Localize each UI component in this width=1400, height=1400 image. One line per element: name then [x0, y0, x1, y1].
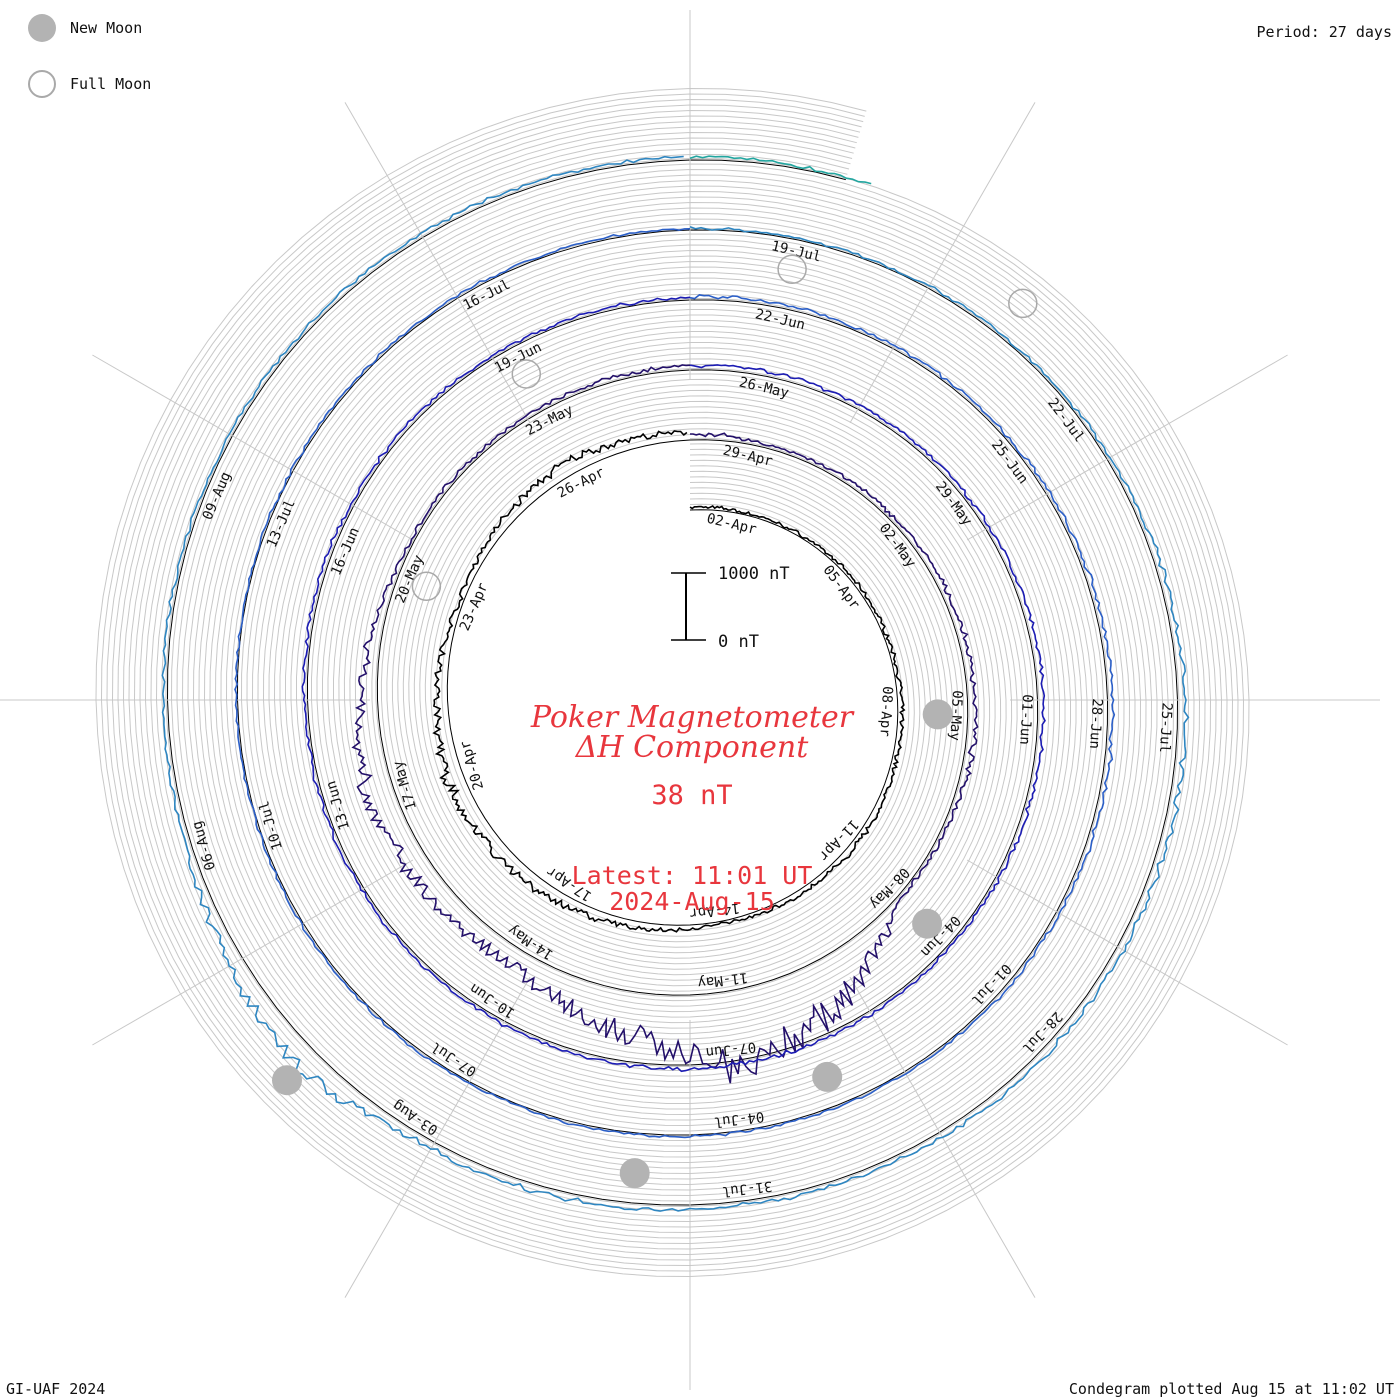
date-label: 14-Apr — [689, 899, 741, 921]
grid-ring — [122, 115, 1223, 1250]
date-label: 17-May — [390, 759, 420, 812]
date-label: 09-Aug — [200, 470, 235, 523]
full-moon-marker — [411, 571, 442, 602]
grid-ring — [117, 109, 1228, 1256]
date-label: 11-May — [697, 969, 749, 991]
date-label: 31-Jul — [721, 1178, 773, 1200]
full-moon-marker — [777, 254, 807, 285]
scale-bottom-label: 0 nT — [718, 632, 759, 652]
date-label: 20-Apr — [457, 739, 487, 792]
trace-turn — [351, 364, 979, 1084]
grid-spokes — [0, 10, 1380, 1390]
scale-bar: 1000 nT 0 nT — [671, 564, 790, 652]
grid-ring — [139, 131, 1206, 1234]
date-label: 13-Jun — [323, 779, 353, 832]
grid-ring — [144, 137, 1201, 1228]
date-label: 25-Jul — [1156, 702, 1175, 753]
new-moon-marker — [912, 908, 943, 939]
footer-plot-time: Condegram plotted Aug 15 at 11:02 UT — [1068, 1380, 1394, 1398]
chart-subtitle: ΔH Component — [575, 730, 809, 765]
new-moon-icon — [28, 14, 56, 42]
baseline-spiral — [166, 159, 1179, 1206]
chart-title: Poker Magnetometer — [530, 700, 855, 735]
date-label: 10-Jul — [256, 799, 286, 852]
moon-markers — [272, 254, 1038, 1189]
date-label: 08-Apr — [876, 686, 895, 737]
date-label: 05-May — [946, 690, 965, 741]
grid-ring — [161, 153, 1184, 1212]
grid-ring — [111, 104, 1234, 1261]
legend-full-moon-label: Full Moon — [70, 75, 152, 93]
grid-spoke — [92, 354, 414, 541]
date-label: 06-Aug — [189, 819, 219, 872]
grid-rings — [95, 87, 1250, 1278]
date-label: 13-Jul — [264, 497, 299, 550]
current-value: 38 nT — [651, 780, 732, 811]
date-label: 07-Jun — [705, 1038, 757, 1060]
new-moon-marker — [922, 699, 953, 730]
grid-spoke — [966, 859, 1288, 1046]
full-moon-icon — [28, 70, 56, 98]
grid-spoke — [966, 354, 1288, 541]
legend-new-moon-label: New Moon — [70, 19, 143, 37]
grid-spoke — [344, 976, 531, 1298]
trace-turn — [432, 430, 906, 933]
trace-turn — [161, 155, 1190, 1212]
grid-ring — [100, 93, 1245, 1272]
date-label: 04-Jul — [713, 1108, 765, 1130]
scale-top-label: 1000 nT — [718, 564, 790, 584]
data-trace — [161, 155, 1190, 1212]
latest-time: Latest: 11:01 UT — [572, 861, 813, 890]
date-label: 20-May — [393, 553, 428, 606]
grid-ring — [150, 142, 1195, 1223]
grid-ring — [133, 126, 1212, 1239]
latest-date: 2024-Aug-15 — [609, 887, 775, 916]
full-moon-marker — [1008, 288, 1038, 319]
grid-ring — [155, 148, 1190, 1217]
full-moon-marker — [511, 359, 542, 389]
trace-turn — [301, 296, 1046, 1073]
date-label: 26-Apr — [555, 464, 607, 501]
date-label: 16-Jun — [328, 525, 363, 578]
grid-ring — [128, 120, 1217, 1245]
date-label: 01-Jun — [1016, 694, 1035, 745]
new-moon-marker — [812, 1061, 843, 1092]
legend-full-moon: Full Moon — [28, 70, 151, 98]
trace-turn — [689, 155, 872, 185]
grid-spoke — [849, 102, 1036, 424]
grid-spoke — [92, 859, 414, 1046]
new-moon-marker — [272, 1065, 302, 1096]
footer-credit: GI-UAF 2024 — [6, 1380, 106, 1398]
legend-new-moon: New Moon — [28, 14, 142, 42]
new-moon-marker — [619, 1158, 650, 1189]
grid-ring — [106, 98, 1239, 1267]
date-label: 28-Jun — [1086, 698, 1105, 749]
period-label: Period: 27 days — [1256, 23, 1392, 41]
grid-spoke — [344, 102, 531, 424]
trace-turn — [234, 228, 1116, 1139]
